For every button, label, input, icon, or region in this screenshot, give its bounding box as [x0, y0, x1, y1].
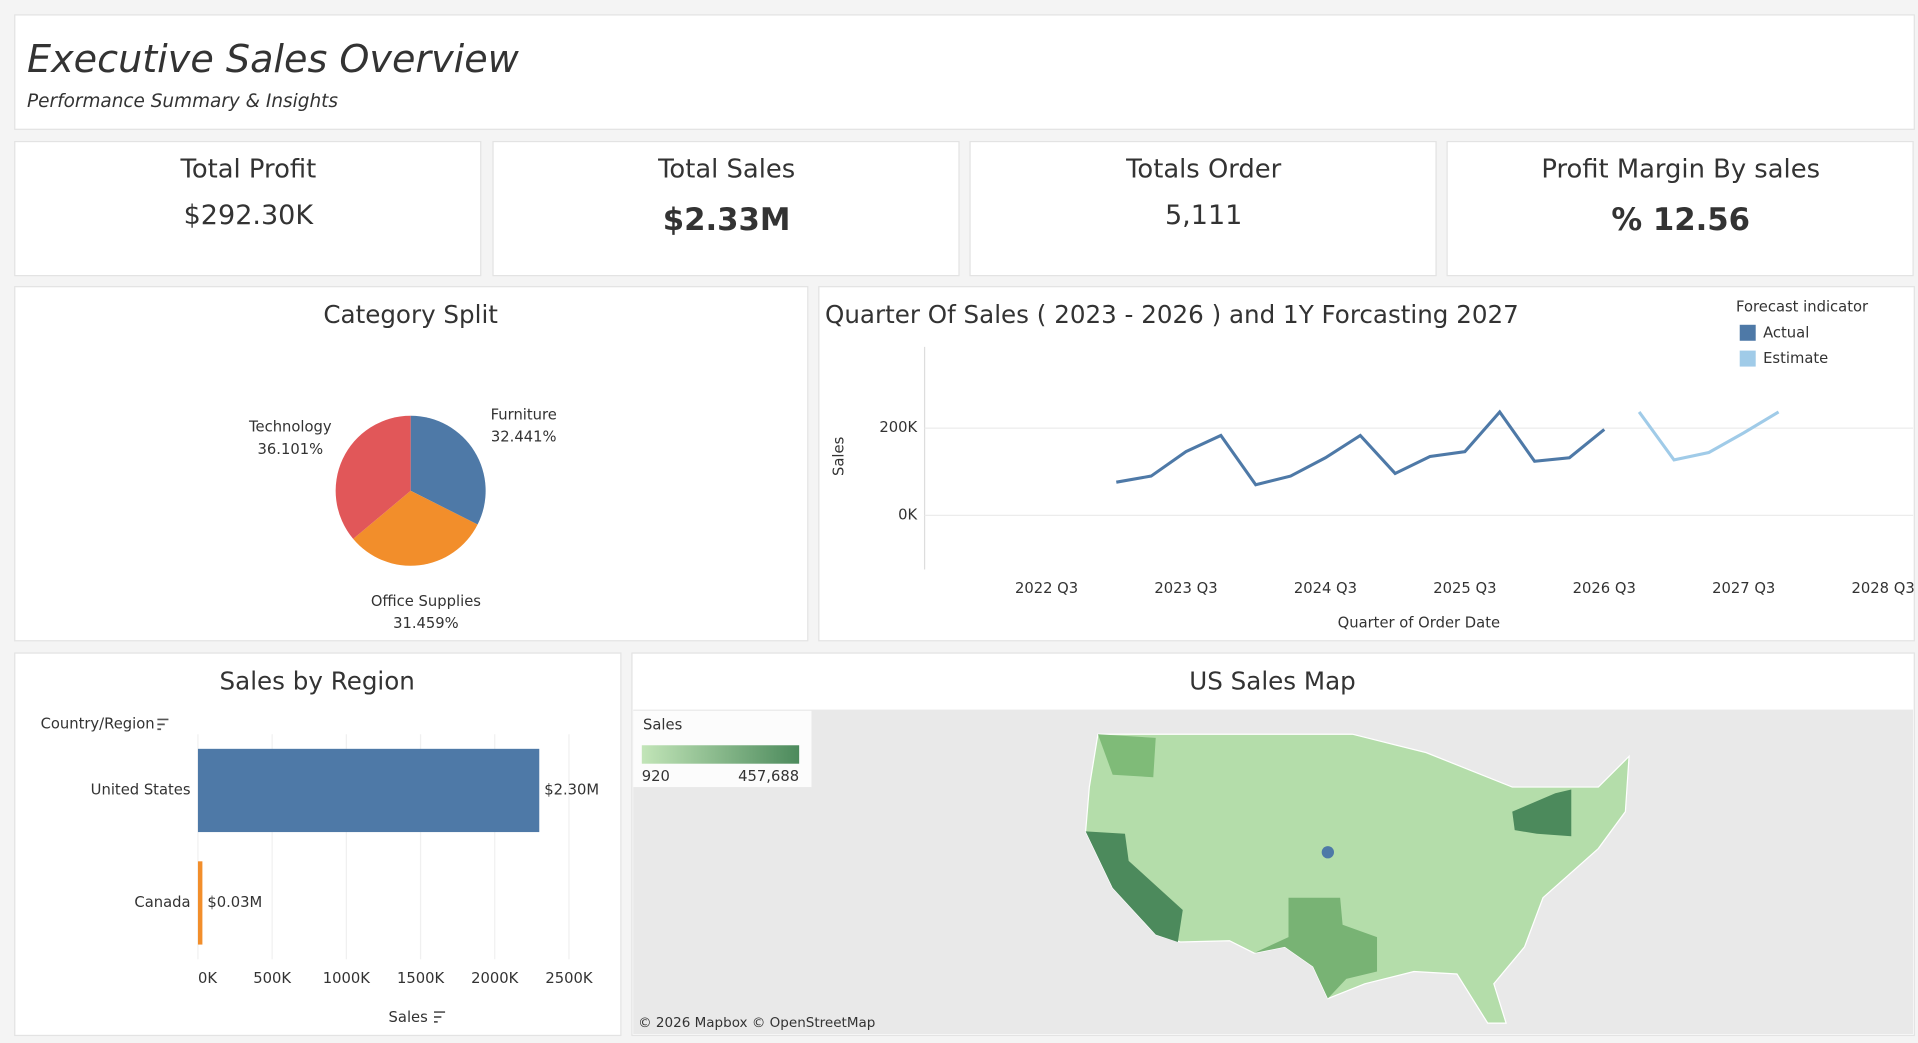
- y-axis-label: Country/Region: [41, 715, 155, 732]
- kpi-card: [14, 140, 482, 277]
- kpi-label: Profit Margin By sales: [1541, 154, 1820, 184]
- y-tick-label: 0K: [898, 506, 917, 523]
- line-panel: [818, 286, 1915, 642]
- legend-swatch: [1739, 350, 1756, 367]
- legend-tick-label: 920: [642, 768, 670, 785]
- sort-icon: [434, 1011, 446, 1023]
- y-tick-label: United States: [91, 781, 191, 798]
- state-new-york: [1512, 789, 1572, 837]
- sort-icon: [157, 718, 169, 731]
- y-axis-label: Sales: [831, 437, 848, 476]
- x-tick-label: 2000K: [471, 970, 519, 987]
- kpi-label: Total Sales: [657, 154, 795, 184]
- x-axis-label: Sales: [389, 1009, 428, 1026]
- pie-slice: [353, 490, 478, 566]
- pie-slice: [335, 415, 411, 539]
- chart-title: Sales by Region: [220, 667, 415, 696]
- x-tick-label: 2025 Q3: [1433, 580, 1496, 597]
- pie-slice: [410, 415, 486, 525]
- x-tick-label: 500K: [253, 970, 291, 987]
- header-panel: [14, 14, 1915, 130]
- color-scale: [641, 745, 800, 764]
- legend-title: Forecast indicator: [1736, 299, 1869, 316]
- line-series: [1116, 409, 1606, 487]
- kpi-value: $292.30K: [184, 200, 315, 231]
- slice-value-label: 36.101%: [258, 441, 324, 458]
- state-washington: [1097, 734, 1156, 778]
- state-california: [1085, 831, 1183, 942]
- chart-title: US Sales Map: [1189, 667, 1356, 696]
- chart-title: Category Split: [323, 300, 498, 329]
- kpi-label: Total Profit: [179, 154, 316, 184]
- x-tick-label: 2028 Q3: [1852, 580, 1915, 597]
- x-tick-label: 2023 Q3: [1154, 580, 1217, 597]
- x-tick-label: 2500K: [545, 970, 593, 987]
- x-tick-label: 2024 Q3: [1294, 580, 1357, 597]
- slice-label: Technology: [248, 419, 332, 436]
- x-tick-label: 2022 Q3: [1015, 580, 1078, 597]
- legend-title: Sales: [643, 717, 682, 734]
- bar: [197, 748, 540, 833]
- kpi-label: Totals Order: [1125, 154, 1282, 184]
- page-subtitle: Performance Summary & Insights: [27, 91, 338, 112]
- kpi-value: 5,111: [1165, 200, 1242, 231]
- map-marker: [1321, 846, 1334, 859]
- state-texas: [1254, 897, 1378, 999]
- kpi-value: % 12.56: [1611, 202, 1750, 238]
- slice-value-label: 31.459%: [393, 615, 459, 632]
- kpi-card: [492, 140, 960, 277]
- x-axis-label: Quarter of Order Date: [1338, 615, 1500, 632]
- kpi-card: [969, 140, 1437, 277]
- x-tick-label: 0K: [198, 970, 217, 987]
- map-attribution: © 2026 Mapbox © OpenStreetMap: [638, 1015, 875, 1031]
- legend-tick-label: 457,688: [738, 768, 799, 785]
- bar-panel: [14, 652, 622, 1037]
- kpi-card: [1446, 140, 1914, 277]
- x-tick-label: 1000K: [323, 970, 371, 987]
- line-series: [1637, 410, 1780, 462]
- slice-label: Furniture: [491, 406, 557, 423]
- chart-title: Quarter Of Sales ( 2023 - 2026 ) and 1Y …: [825, 300, 1519, 329]
- y-tick-label: 200K: [879, 419, 917, 436]
- legend-swatch: [1739, 324, 1756, 341]
- slice-label: Office Supplies: [371, 593, 481, 610]
- legend-label: Actual: [1763, 324, 1809, 341]
- bar-value-label: $2.30M: [544, 781, 599, 798]
- page-title: Executive Sales Overview: [27, 37, 520, 81]
- x-tick-label: 2026 Q3: [1573, 580, 1636, 597]
- kpi-value: $2.33M: [663, 202, 791, 238]
- x-tick-label: 1500K: [397, 970, 445, 987]
- slice-value-label: 32.441%: [491, 428, 557, 445]
- bar: [197, 861, 203, 945]
- legend-label: Estimate: [1763, 350, 1828, 367]
- us-map: [1085, 733, 1630, 1024]
- y-tick-label: Canada: [134, 894, 190, 911]
- bar-value-label: $0.03M: [207, 894, 262, 911]
- x-tick-label: 2027 Q3: [1712, 580, 1775, 597]
- sort-icons: [157, 718, 446, 1023]
